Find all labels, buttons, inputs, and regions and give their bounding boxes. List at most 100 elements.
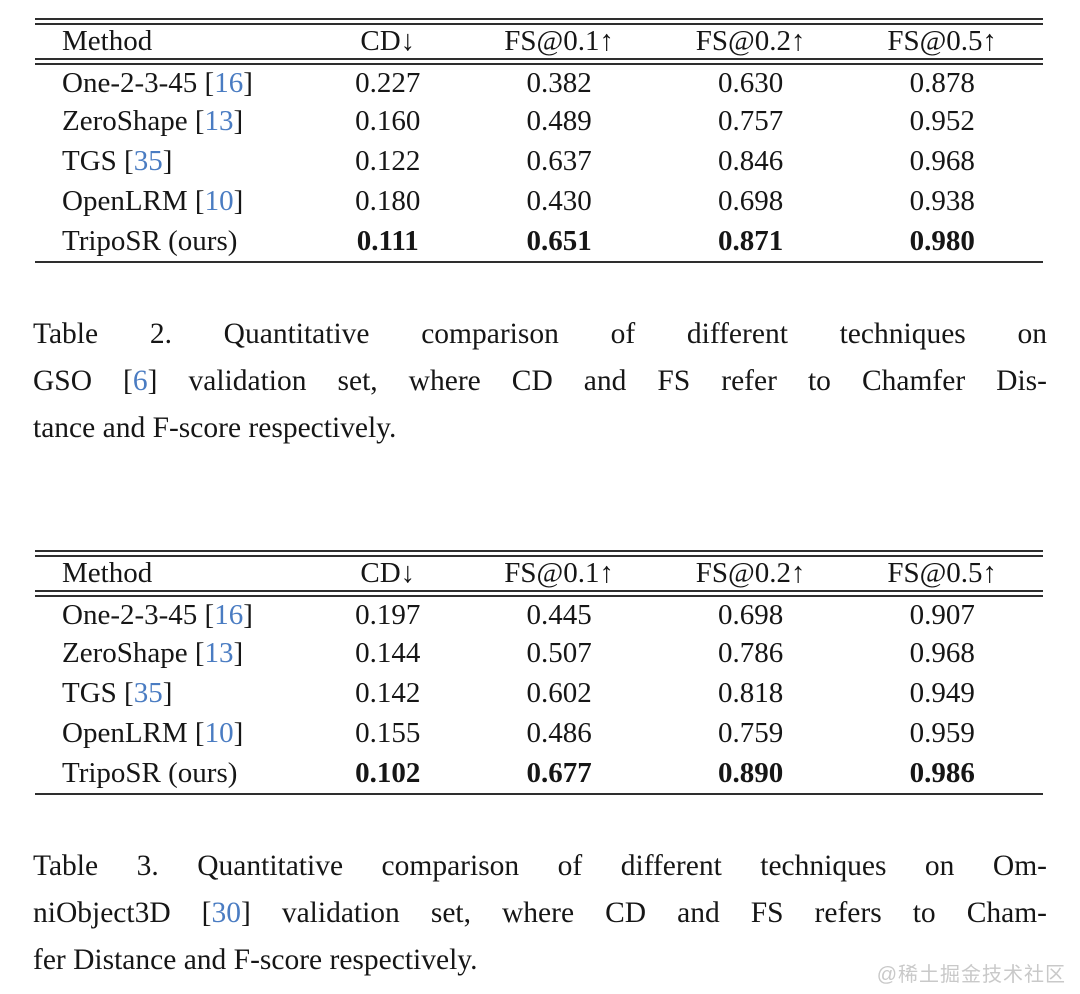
table-row: One-2-3-45 [16] 0.197 0.445 0.698 0.907	[35, 594, 1043, 634]
method-name-close: ]	[243, 66, 253, 99]
citation-link[interactable]: 10	[204, 717, 234, 749]
fs05-value: 0.952	[909, 105, 975, 137]
method-name-close: ]	[162, 145, 173, 177]
fs02-value: 0.890	[718, 756, 784, 789]
method-name-close: ]	[233, 185, 244, 217]
method-cell: TripoSR (ours)	[35, 754, 317, 794]
method-cell: One-2-3-45 [16]	[35, 594, 317, 634]
fs02-value: 0.846	[718, 145, 784, 177]
caption-text: ] validation set, where CD and FS refer …	[147, 365, 1047, 397]
fs02-value: 0.871	[718, 224, 784, 257]
cd-value: 0.111	[356, 224, 419, 257]
method-name-close: ]	[233, 717, 244, 749]
caption-text: GSO [	[33, 365, 133, 397]
fs01-value: 0.489	[526, 105, 592, 137]
fs01-value: 0.677	[526, 756, 592, 789]
fs05-value: 0.959	[909, 717, 975, 749]
method-name: One-2-3-45 [	[62, 598, 215, 631]
caption-line: fer Distance and F-score respectively.	[33, 944, 478, 976]
method-cell: TripoSR (ours)	[35, 222, 317, 262]
fs01-value: 0.602	[526, 677, 592, 709]
fs05-value: 0.980	[909, 224, 975, 257]
citation-link[interactable]: 16	[214, 66, 244, 99]
cd-value: 0.197	[355, 598, 421, 631]
cd-value: 0.155	[355, 717, 421, 749]
cd-value: 0.142	[355, 677, 421, 709]
watermark: @稀土掘金技术社区	[876, 964, 1066, 986]
column-header-cd: CD↓	[317, 21, 459, 65]
fs02-value: 0.818	[718, 677, 784, 709]
table-row: One-2-3-45 [16] 0.227 0.382 0.630 0.878	[35, 62, 1043, 102]
fs05-value: 0.968	[909, 145, 975, 177]
column-header-fs05: FS@0.5↑	[841, 553, 1043, 597]
method-name: TripoSR (ours)	[62, 756, 238, 789]
method-name: OpenLRM [	[62, 185, 205, 217]
caption-line: GSO [6] validation set, where CD and FS …	[33, 358, 1047, 405]
column-header-fs02: FS@0.2↑	[659, 21, 842, 65]
cd-value: 0.122	[355, 145, 421, 177]
table-row: TGS [35] 0.122 0.637 0.846 0.968	[35, 142, 1043, 182]
column-header-fs01: FS@0.1↑	[458, 21, 660, 65]
column-header-method: Method	[35, 553, 318, 597]
method-name-close: ]	[243, 598, 253, 631]
cd-value: 0.144	[355, 637, 421, 669]
method-cell: TGS [35]	[35, 142, 317, 182]
citation-link[interactable]: 10	[204, 185, 234, 217]
fs05-value: 0.949	[909, 677, 975, 709]
cd-value: 0.102	[355, 756, 421, 789]
table-row: OpenLRM [10] 0.155 0.486 0.759 0.959	[35, 714, 1043, 754]
citation-link[interactable]: 16	[214, 598, 244, 631]
column-header-fs01: FS@0.1↑	[458, 553, 660, 597]
method-name-close: ]	[233, 637, 244, 669]
table-row-triposr: TripoSR (ours) 0.111 0.651 0.871 0.980	[35, 222, 1043, 262]
citation-link[interactable]: 13	[204, 637, 234, 669]
method-name: TGS [	[62, 145, 134, 177]
method-name: ZeroShape [	[62, 637, 205, 669]
table-row: ZeroShape [13] 0.144 0.507 0.786 0.968	[35, 634, 1043, 674]
table-row: TGS [35] 0.142 0.602 0.818 0.949	[35, 674, 1043, 714]
citation-link[interactable]: 6	[132, 365, 148, 397]
table-header-row: Method CD↓ FS@0.1↑ FS@0.2↑ FS@0.5↑	[35, 21, 1043, 65]
fs01-value: 0.637	[526, 145, 592, 177]
fs05-value: 0.878	[909, 66, 975, 99]
fs02-value: 0.757	[718, 105, 784, 137]
fs02-value: 0.630	[718, 66, 784, 99]
fs02-value: 0.698	[718, 185, 784, 217]
gso-results-table: Method CD↓ FS@0.1↑ FS@0.2↑ FS@0.5↑ One-2…	[35, 18, 1043, 263]
citation-link[interactable]: 30	[211, 897, 241, 929]
fs01-value: 0.382	[526, 66, 592, 99]
method-cell: TGS [35]	[35, 674, 317, 714]
method-name: TGS [	[62, 677, 134, 709]
table-row-triposr: TripoSR (ours) 0.102 0.677 0.890 0.986	[35, 754, 1043, 794]
citation-link[interactable]: 35	[133, 145, 163, 177]
fs01-value: 0.430	[526, 185, 592, 217]
method-cell: One-2-3-45 [16]	[35, 62, 317, 102]
column-header-method: Method	[35, 21, 318, 65]
column-header-fs05: FS@0.5↑	[841, 21, 1043, 65]
fs05-value: 0.986	[909, 756, 975, 789]
fs01-value: 0.486	[526, 717, 592, 749]
table-row: ZeroShape [13] 0.160 0.489 0.757 0.952	[35, 102, 1043, 142]
table2-caption: Table 2. Quantitative comparison of diff…	[33, 311, 1047, 452]
fs01-value: 0.445	[526, 598, 592, 631]
fs02-value: 0.759	[718, 717, 784, 749]
caption-text: ] validation set, where CD and FS refers…	[240, 897, 1047, 929]
cd-value: 0.180	[355, 185, 421, 217]
citation-link[interactable]: 13	[204, 105, 234, 137]
fs01-value: 0.651	[526, 224, 592, 257]
method-name-close: ]	[162, 677, 173, 709]
method-cell: OpenLRM [10]	[35, 182, 317, 222]
caption-line: Table 3. Quantitative comparison of diff…	[33, 850, 1047, 882]
table3-caption: Table 3. Quantitative comparison of diff…	[33, 843, 1047, 984]
omniobject3d-results-table: Method CD↓ FS@0.1↑ FS@0.2↑ FS@0.5↑ One-2…	[35, 550, 1043, 795]
method-cell: ZeroShape [13]	[35, 102, 317, 142]
citation-link[interactable]: 35	[133, 677, 163, 709]
method-cell: OpenLRM [10]	[35, 714, 317, 754]
fs01-value: 0.507	[526, 637, 592, 669]
method-name-close: ]	[233, 105, 244, 137]
table-header-row: Method CD↓ FS@0.1↑ FS@0.2↑ FS@0.5↑	[35, 553, 1043, 597]
cd-value: 0.160	[355, 105, 421, 137]
fs02-value: 0.786	[718, 637, 784, 669]
method-name: One-2-3-45 [	[62, 66, 215, 99]
caption-text: niObject3D [	[33, 897, 212, 929]
